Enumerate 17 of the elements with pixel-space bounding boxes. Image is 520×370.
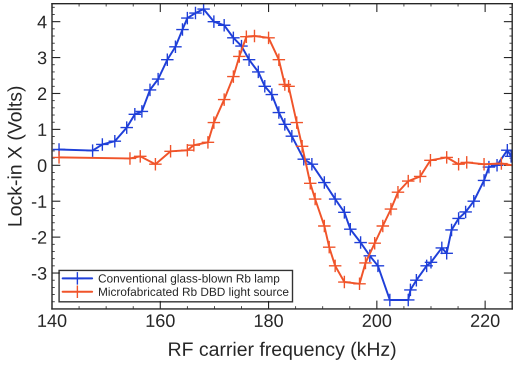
- x-tick-label: 200: [362, 314, 392, 328]
- y-tick-label: 2: [38, 87, 46, 100]
- y-tick-label: -1: [32, 195, 46, 208]
- y-tick-label: 4: [38, 16, 47, 28]
- y-tick-label: 0: [38, 159, 46, 172]
- legend-label: Microfabricated Rb DBD light source: [99, 287, 288, 298]
- x-tick-label: 180: [254, 314, 283, 328]
- y-tick-label: 1: [38, 124, 46, 136]
- x-tick-label: 140: [38, 314, 66, 328]
- y-axis-title: Lock-in X (Volts): [7, 86, 26, 226]
- x-axis-title: RF carrier frequency (kHz): [169, 342, 396, 360]
- legend-label: Conventional glass-blown Rb lamp: [98, 274, 280, 285]
- y-tick-label: -2: [32, 231, 46, 244]
- x-tick-label: 160: [146, 314, 175, 328]
- x-tick-label: 220: [470, 314, 500, 328]
- y-tick-label: 3: [38, 52, 46, 64]
- y-tick-label: -3: [32, 266, 46, 280]
